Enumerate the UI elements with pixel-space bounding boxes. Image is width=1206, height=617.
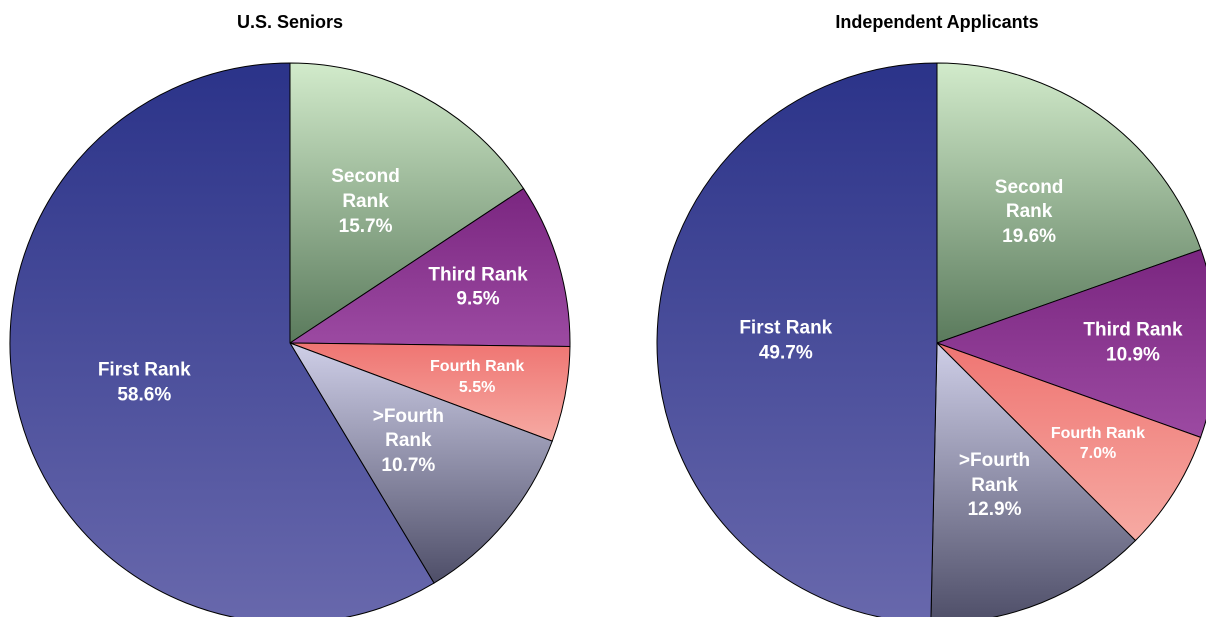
slice-label: First Rank 58.6% — [44, 359, 244, 408]
value-label: 19.6% — [1002, 225, 1057, 247]
pie-slice — [9, 62, 435, 617]
category-label: Third Rank — [428, 264, 528, 286]
value-label: 12.9% — [967, 499, 1022, 521]
pie-slice — [936, 342, 1202, 542]
pie-slice — [656, 62, 938, 617]
category-label: Second Rank — [994, 176, 1064, 223]
slice-label: Fourth Rank 5.5% — [377, 357, 577, 399]
slice-label: >Fourth Rank 12.9% — [950, 449, 1040, 523]
slice-label: Second Rank 15.7% — [321, 165, 411, 239]
slice-label: Second Rank 19.6% — [984, 176, 1074, 250]
pie-slice — [935, 248, 1206, 438]
pie-slice — [936, 62, 1202, 344]
value-label: 10.7% — [381, 454, 436, 476]
category-label: First Rank — [97, 359, 191, 381]
pie-slice — [288, 187, 571, 348]
category-label: Fourth Rank — [1050, 424, 1146, 442]
category-label: Third Rank — [1083, 319, 1183, 341]
pie-slice — [930, 341, 1137, 617]
value-label: 7.0% — [1079, 445, 1117, 463]
category-label: >Fourth Rank — [958, 449, 1031, 496]
slice-label: Third Rank 10.9% — [1033, 319, 1206, 368]
slice-label: Third Rank 9.5% — [378, 263, 578, 312]
value-label: 9.5% — [456, 288, 500, 310]
category-label: First Rank — [739, 317, 833, 339]
slice-label: >Fourth Rank 10.7% — [363, 405, 453, 479]
category-label: >Fourth Rank — [372, 405, 444, 452]
value-label: 49.7% — [758, 342, 813, 364]
slice-label: Fourth Rank 7.0% — [998, 424, 1198, 466]
pie-slice — [289, 62, 525, 344]
category-label: Fourth Rank — [430, 358, 525, 376]
value-label: 10.9% — [1106, 344, 1160, 366]
pie-slice — [288, 342, 553, 584]
slice-label: First Rank 49.7% — [686, 317, 886, 366]
category-label: Second Rank — [331, 166, 400, 213]
chart-title: U.S. Seniors — [237, 12, 343, 32]
value-label: 5.5% — [458, 379, 496, 397]
value-label: 15.7% — [338, 215, 393, 237]
chart-title: Independent Applicants — [835, 12, 1038, 32]
value-label: 58.6% — [117, 384, 172, 406]
